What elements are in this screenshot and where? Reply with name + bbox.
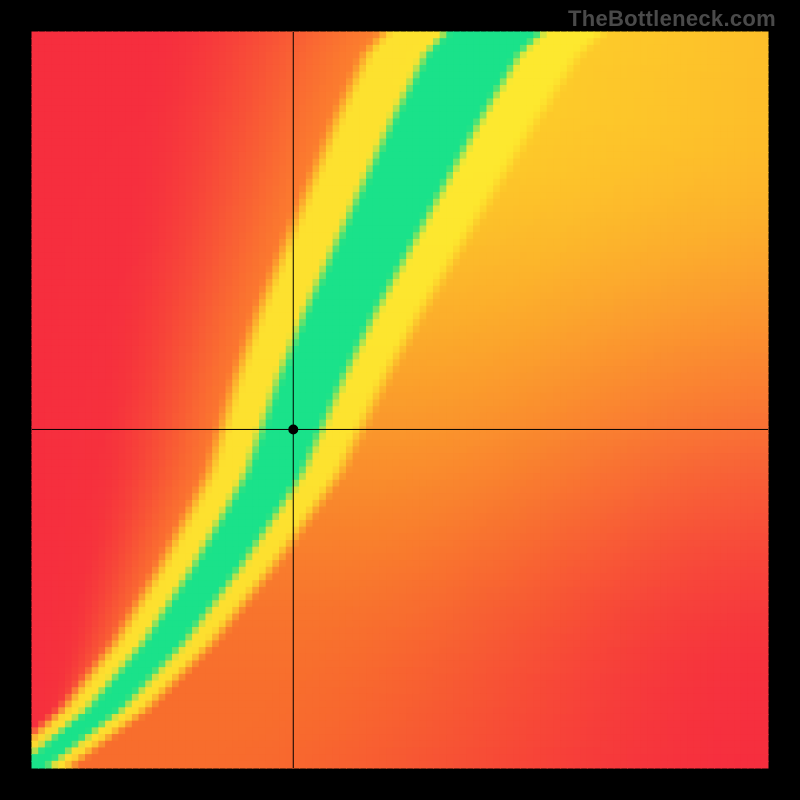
bottleneck-heatmap <box>0 0 800 800</box>
watermark-text: TheBottleneck.com <box>568 6 776 32</box>
chart-container: TheBottleneck.com <box>0 0 800 800</box>
